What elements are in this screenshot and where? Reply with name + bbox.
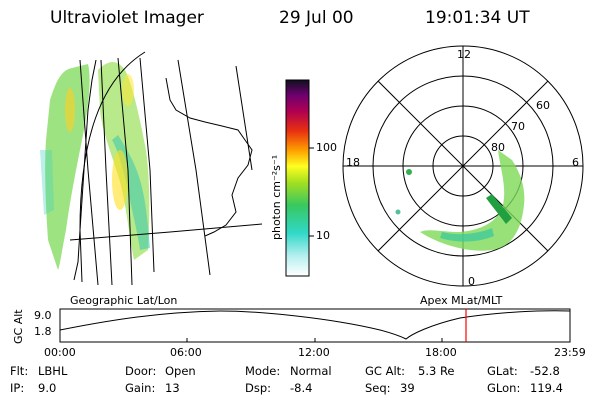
filter-label: Flt: — [10, 364, 29, 378]
time-tick-2359: 23:59 — [554, 346, 586, 359]
alt-tick-top: 9.0 — [34, 309, 52, 322]
polar-plot — [342, 45, 584, 287]
gain-value: 13 — [165, 381, 180, 395]
mlat-label-60: 60 — [536, 99, 550, 112]
apex-label: Apex MLat/MLT — [420, 294, 503, 307]
time-tick-0000: 00:00 — [44, 346, 76, 359]
auroral-oval — [420, 150, 525, 251]
time-tick-0600: 06:00 — [170, 346, 202, 359]
glat-label: GLat: — [487, 364, 518, 378]
mlat-label-80: 80 — [491, 141, 505, 154]
date-label: 29 Jul 00 — [279, 8, 354, 28]
dsp-label: Dsp: — [245, 381, 272, 395]
colorbar-tick-10: 10 — [316, 229, 330, 242]
ip-value: 9.0 — [38, 381, 57, 395]
gain-label: Gain: — [125, 381, 156, 395]
aurora-emission-left — [45, 64, 90, 270]
mlt-label-12: 12 — [457, 48, 471, 61]
door-label: Door: — [125, 364, 157, 378]
colorbar-unit-label: photon cm⁻²s⁻¹ — [270, 154, 283, 240]
time-label: 19:01:34 UT — [425, 8, 530, 28]
gcalt-value: 5.3 Re — [418, 364, 455, 378]
mlat-label-70: 70 — [511, 120, 525, 133]
seq-label: Seq: — [365, 381, 391, 395]
glon-label: GLon: — [487, 381, 521, 395]
altitude-plot — [59, 308, 571, 343]
mlt-label-6: 6 — [572, 156, 579, 169]
glon-value: 119.4 — [530, 381, 563, 395]
alt-tick-bottom: 1.8 — [34, 325, 52, 338]
mlt-label-18: 18 — [346, 156, 360, 169]
dsp-value: -8.4 — [290, 381, 313, 395]
colorbar — [285, 79, 314, 277]
door-value: Open — [165, 364, 196, 378]
ip-label: IP: — [10, 381, 25, 395]
latlon-grid — [69, 51, 263, 286]
colorbar-tick-100: 100 — [316, 141, 337, 154]
time-tick-1800: 18:00 — [425, 346, 457, 359]
gcalt-label: GC Alt: — [365, 364, 406, 378]
geographic-label: Geographic Lat/Lon — [70, 294, 178, 307]
altitude-curve — [59, 310, 571, 340]
seq-value: 39 — [400, 381, 415, 395]
mode-label: Mode: — [245, 364, 281, 378]
filter-value: LBHL — [38, 364, 68, 378]
glat-value: -52.8 — [530, 364, 560, 378]
mode-value: Normal — [290, 364, 332, 378]
app-title: Ultraviolet Imager — [50, 8, 204, 28]
gc-alt-axis-label: GC Alt — [12, 309, 25, 344]
mlt-label-0: 0 — [468, 275, 475, 288]
time-tick-1200: 12:00 — [298, 346, 330, 359]
geographic-map-panel — [40, 51, 263, 286]
